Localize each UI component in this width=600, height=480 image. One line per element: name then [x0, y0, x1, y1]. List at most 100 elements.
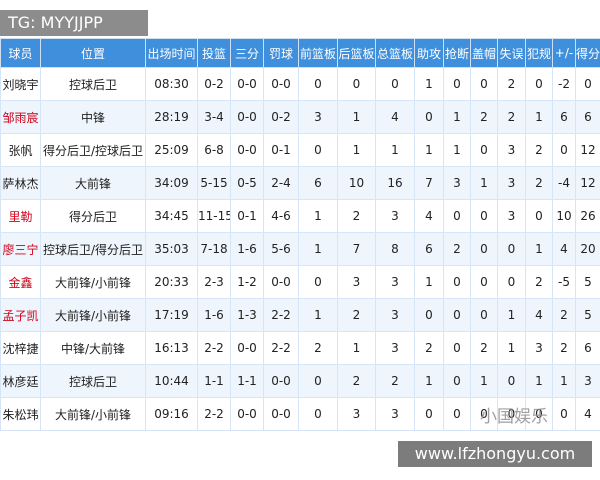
cell: 16: [375, 166, 415, 200]
site-watermark: www.lfzhongyu.com: [398, 441, 592, 467]
cell: 1-1: [230, 364, 264, 398]
table-row: 里勒 得分后卫 34:45 11-15 0-1 4-6 1 2 3 4 0 0 3 0 10 26: [0, 199, 600, 233]
cell: 6: [575, 100, 600, 134]
cell: 2: [470, 100, 498, 134]
cell: 大前锋/小前锋: [40, 298, 146, 332]
cell: 4-6: [263, 199, 299, 233]
cell: 0-1: [263, 133, 299, 167]
cell: 3: [497, 166, 526, 200]
cell: 0: [443, 67, 471, 101]
cell: 2: [375, 364, 415, 398]
cell: 7: [414, 166, 444, 200]
cell: 4: [575, 397, 600, 431]
cell: 20: [575, 232, 600, 266]
cell: 0-0: [263, 67, 299, 101]
watermark: TG: MYYJJPP: [0, 10, 148, 36]
cell: 2-2: [263, 298, 299, 332]
cell: 0-2: [197, 67, 231, 101]
cell: 34:09: [145, 166, 198, 200]
cell: 0: [525, 199, 553, 233]
cell: 0: [575, 67, 600, 101]
cell: 0: [443, 397, 471, 431]
cell: 28:19: [145, 100, 198, 134]
cell: 0: [443, 298, 471, 332]
cell: 6: [552, 100, 576, 134]
cell: 0: [414, 397, 444, 431]
cell: 6: [575, 331, 600, 365]
cell: 1: [470, 364, 498, 398]
cell: 1: [298, 298, 338, 332]
cell: 0: [298, 265, 338, 299]
cell: 大前锋: [40, 166, 146, 200]
cell: 3: [443, 166, 471, 200]
cell: 得分后卫: [40, 199, 146, 233]
cell: 3: [337, 397, 376, 431]
table-row: 朱松玮 大前锋/小前锋 09:16 2-2 0-0 0-0 0 3 3 0 0 0 0 0 0 4: [0, 397, 600, 431]
cell: 1: [443, 133, 471, 167]
cell: 1: [525, 364, 553, 398]
column-header: 盖帽: [470, 38, 498, 68]
cell: 2: [470, 331, 498, 365]
cell: 0: [337, 67, 376, 101]
cell: 34:45: [145, 199, 198, 233]
cell: 1-2: [230, 265, 264, 299]
table-row: 沈梓捷 中锋/大前锋 16:13 2-2 0-0 2-2 2 1 3 2 0 2 1 3 2 6: [0, 331, 600, 365]
cell: 25:09: [145, 133, 198, 167]
column-header: 得分: [575, 38, 600, 68]
player-name: 萨林杰: [0, 166, 41, 200]
cell: 控球后卫/得分后卫: [40, 232, 146, 266]
cell: 0: [443, 331, 471, 365]
logo-watermark: 小国娱乐: [480, 407, 548, 427]
player-name: 朱松玮: [0, 397, 41, 431]
cell: 2-2: [197, 331, 231, 365]
cell: 12: [575, 133, 600, 167]
player-name: 林彦廷: [0, 364, 41, 398]
cell: 0: [552, 397, 576, 431]
cell: 0: [470, 133, 498, 167]
cell: 0-0: [263, 364, 299, 398]
column-header: 三分: [230, 38, 264, 68]
column-header: 位置: [40, 38, 146, 68]
cell: 20:33: [145, 265, 198, 299]
cell: 1: [470, 166, 498, 200]
cell: 0-0: [263, 265, 299, 299]
cell: 16:13: [145, 331, 198, 365]
cell: 1: [552, 364, 576, 398]
player-name: 刘晓宇: [0, 67, 41, 101]
cell: 12: [575, 166, 600, 200]
cell: 4: [552, 232, 576, 266]
cell: 0: [497, 232, 526, 266]
column-header: +/-: [552, 38, 576, 68]
cell: 0: [298, 67, 338, 101]
cell: 4: [375, 100, 415, 134]
cell: 2: [525, 133, 553, 167]
cell: 1-6: [197, 298, 231, 332]
cell: 控球后卫: [40, 67, 146, 101]
cell: 09:16: [145, 397, 198, 431]
cell: 2: [443, 232, 471, 266]
table-row: 刘晓宇 控球后卫 08:30 0-2 0-0 0-0 0 0 0 1 0 0 2 0 -2 0: [0, 67, 600, 101]
cell: 2-2: [263, 331, 299, 365]
cell: 3: [375, 331, 415, 365]
cell: 1-1: [197, 364, 231, 398]
cell: 0-0: [230, 397, 264, 431]
cell: 控球后卫: [40, 364, 146, 398]
cell: 7-18: [197, 232, 231, 266]
cell: 08:30: [145, 67, 198, 101]
cell: 中锋: [40, 100, 146, 134]
cell: 2-3: [197, 265, 231, 299]
cell: 10:44: [145, 364, 198, 398]
column-header: 抢断: [443, 38, 471, 68]
cell: 11-15: [197, 199, 231, 233]
column-header: 总篮板: [375, 38, 415, 68]
cell: 中锋/大前锋: [40, 331, 146, 365]
cell: 0: [525, 67, 553, 101]
cell: 3: [525, 331, 553, 365]
cell: 0-0: [263, 397, 299, 431]
cell: 0: [525, 397, 553, 431]
cell: 10: [337, 166, 376, 200]
table-body: 刘晓宇 控球后卫 08:30 0-2 0-0 0-0 0 0 0 1 0 0 2 0 -2 0 邹雨宸 中锋 28:…: [0, 67, 600, 431]
column-header: 失误: [497, 38, 526, 68]
stats-table: 球员 位置 出场时间 投篮 三分 罚球 前篮板 后篮板 总篮板 助攻 抢断 盖帽 失误 犯规 +/- 得分 刘…: [0, 38, 600, 431]
cell: 2-2: [197, 397, 231, 431]
